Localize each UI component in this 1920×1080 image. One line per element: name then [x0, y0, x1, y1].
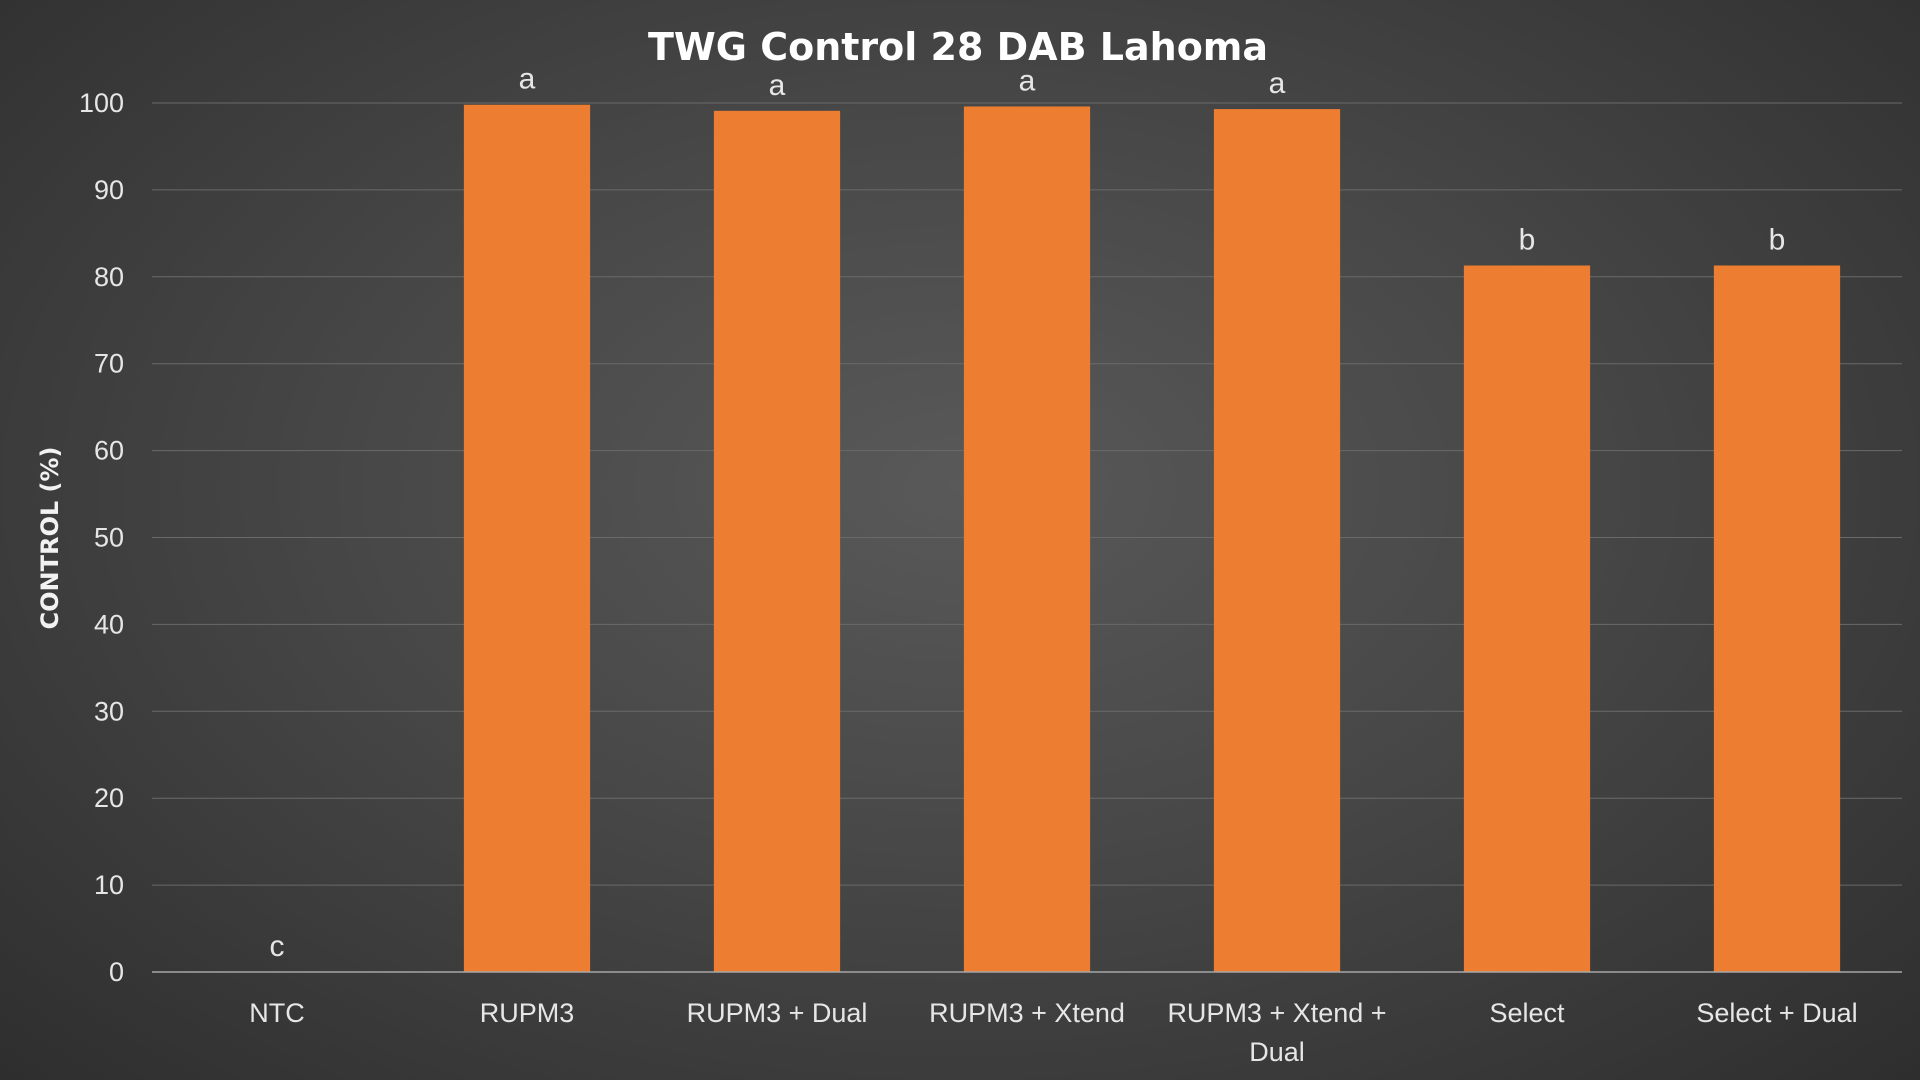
data-label: b	[1769, 224, 1786, 257]
y-tick-label: 80	[94, 262, 124, 292]
data-label: a	[1269, 67, 1286, 100]
y-tick-label: 90	[94, 175, 124, 205]
x-category-label: RUPM3 + Dual	[687, 998, 868, 1028]
x-category-label: Select	[1489, 998, 1565, 1028]
data-label: a	[1019, 64, 1036, 97]
bar	[1463, 265, 1591, 972]
data-label: a	[769, 69, 786, 102]
y-axis-title: CONTROL (%)	[36, 447, 64, 630]
bar	[1213, 109, 1341, 972]
y-tick-label: 50	[94, 523, 124, 553]
x-category-label: RUPM3 + Xtend +	[1167, 998, 1386, 1028]
y-tick-label: 60	[94, 436, 124, 466]
x-category-label: NTC	[249, 998, 305, 1028]
data-label: b	[1519, 224, 1536, 257]
x-category-label: RUPM3 + Xtend	[929, 998, 1125, 1028]
y-tick-label: 30	[94, 696, 124, 726]
data-label: c	[270, 930, 285, 963]
bar	[463, 104, 591, 973]
x-category-label: Select + Dual	[1696, 998, 1857, 1028]
x-category-label: Dual	[1249, 1037, 1305, 1067]
y-tick-label: 70	[94, 349, 124, 379]
chart-title: TWG Control 28 DAB Lahoma	[648, 25, 1268, 69]
data-label: a	[519, 63, 536, 96]
x-category-label: RUPM3	[480, 998, 575, 1028]
y-tick-label: 0	[109, 957, 124, 987]
bars	[463, 104, 1841, 973]
y-tick-label: 20	[94, 783, 124, 813]
y-tick-label: 10	[94, 870, 124, 900]
y-tick-label: 40	[94, 609, 124, 639]
y-tick-label: 100	[79, 88, 124, 118]
labels: 0 10 20 30 40 50 60 70 80 90 100 c NTC a RUPM3 a RUPM3 +…	[79, 63, 1858, 1067]
bar	[1713, 265, 1841, 972]
bar	[713, 110, 841, 973]
bar	[963, 106, 1091, 972]
